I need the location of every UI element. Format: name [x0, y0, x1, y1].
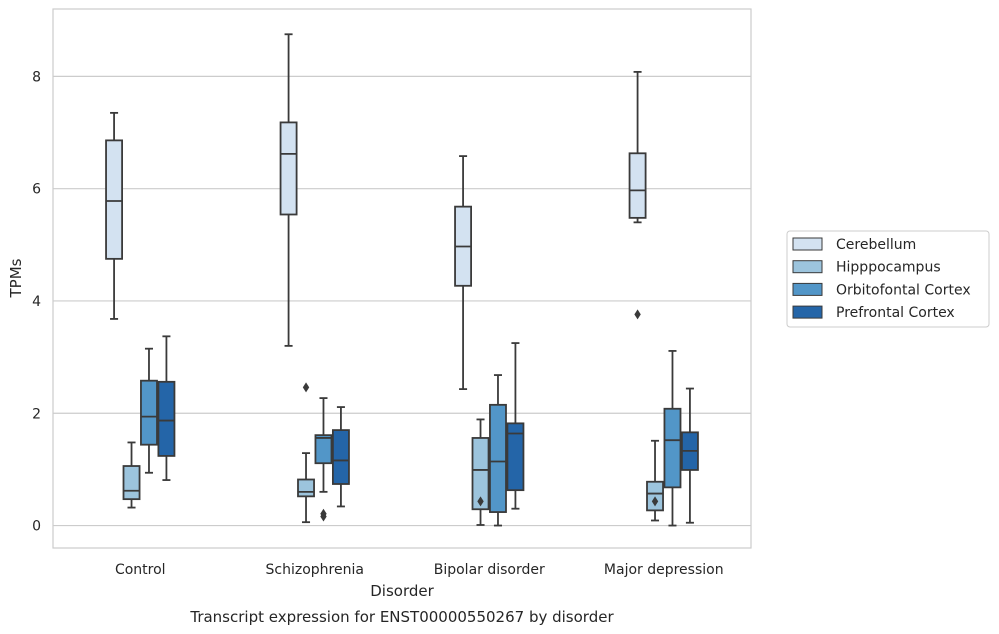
box-0-0: [105, 111, 124, 320]
box-1-3: [646, 439, 664, 522]
box-2-0: [140, 347, 158, 474]
y-tick-labels: 0 2 4 6 8: [32, 69, 41, 534]
iqr-box: [628, 152, 647, 219]
box-1-1: [297, 382, 315, 524]
y-tick-label-3: 6: [32, 182, 41, 198]
iqr-box: [122, 465, 141, 501]
chart-title: Transcript expression for ENST0000055026…: [189, 608, 614, 626]
outlier-0: [634, 309, 641, 320]
x-tick-label-2: Bipolar disorder: [434, 562, 545, 578]
iqr-box: [279, 121, 298, 216]
iqr-box: [297, 478, 315, 498]
x-tick-label-1: Schizophrenia: [266, 562, 364, 578]
box-0-2: [454, 155, 472, 391]
iqr-box: [105, 139, 124, 260]
plot-frame: [52, 8, 752, 549]
box-2-1: [314, 397, 333, 522]
iqr-box: [646, 480, 664, 512]
iqr-box: [331, 429, 350, 485]
y-tick-label-0: 0: [32, 519, 41, 535]
box-0-1: [279, 33, 298, 347]
box-2-3: [663, 350, 682, 527]
y-axis-label: TPMs: [7, 258, 25, 298]
legend-swatch: [792, 260, 823, 274]
legend-frame: [786, 230, 990, 328]
iqr-box: [157, 380, 176, 457]
legend-label: Hipppocampus: [836, 260, 941, 276]
legend-swatch: [792, 305, 823, 319]
iqr-box: [314, 434, 333, 465]
box-2-2: [489, 374, 507, 527]
box-3-3: [681, 387, 699, 524]
iqr-box: [471, 437, 490, 511]
box-3-0: [157, 335, 176, 481]
legend-item-3: Prefrontal Cortex: [792, 305, 955, 321]
outlier-0: [302, 382, 310, 393]
box-3-2: [506, 342, 525, 510]
x-tick-label-0: Control: [115, 562, 166, 578]
boxes: [105, 33, 699, 527]
x-tick-label-3: Major depression: [604, 562, 724, 578]
box-3-1: [331, 406, 350, 508]
legend-label: Orbitofontal Cortex: [836, 282, 971, 298]
y-tick-label-1: 2: [32, 406, 41, 422]
x-tick-labels: Control Schizophrenia Bipolar disorder Majo…: [115, 562, 724, 578]
legend-item-2: Orbitofontal Cortex: [792, 282, 971, 298]
legend-item-1: Hipppocampus: [792, 260, 941, 276]
legend-label: Prefrontal Cortex: [836, 305, 955, 321]
iqr-box: [140, 379, 158, 446]
legend-swatch: [792, 282, 823, 296]
legend: Cerebellum Hipppocampus Orbitofontal Corte…: [786, 230, 990, 328]
outlier-0: [651, 496, 659, 507]
box-0-3: [628, 70, 647, 320]
x-axis-label: Disorder: [370, 582, 434, 600]
outlier-1: [320, 511, 327, 522]
gridlines: [53, 75, 751, 527]
iqr-box: [489, 403, 507, 513]
box-1-2: [471, 418, 490, 526]
outlier-0: [477, 496, 484, 507]
legend-label: Cerebellum: [836, 237, 916, 253]
legend-item-0: Cerebellum: [792, 237, 916, 253]
y-tick-label-2: 4: [32, 294, 41, 310]
legend-swatch: [792, 237, 823, 251]
iqr-box: [663, 407, 682, 489]
y-tick-label-4: 8: [32, 69, 41, 85]
box-1-0: [122, 441, 141, 509]
iqr-box: [506, 422, 525, 492]
